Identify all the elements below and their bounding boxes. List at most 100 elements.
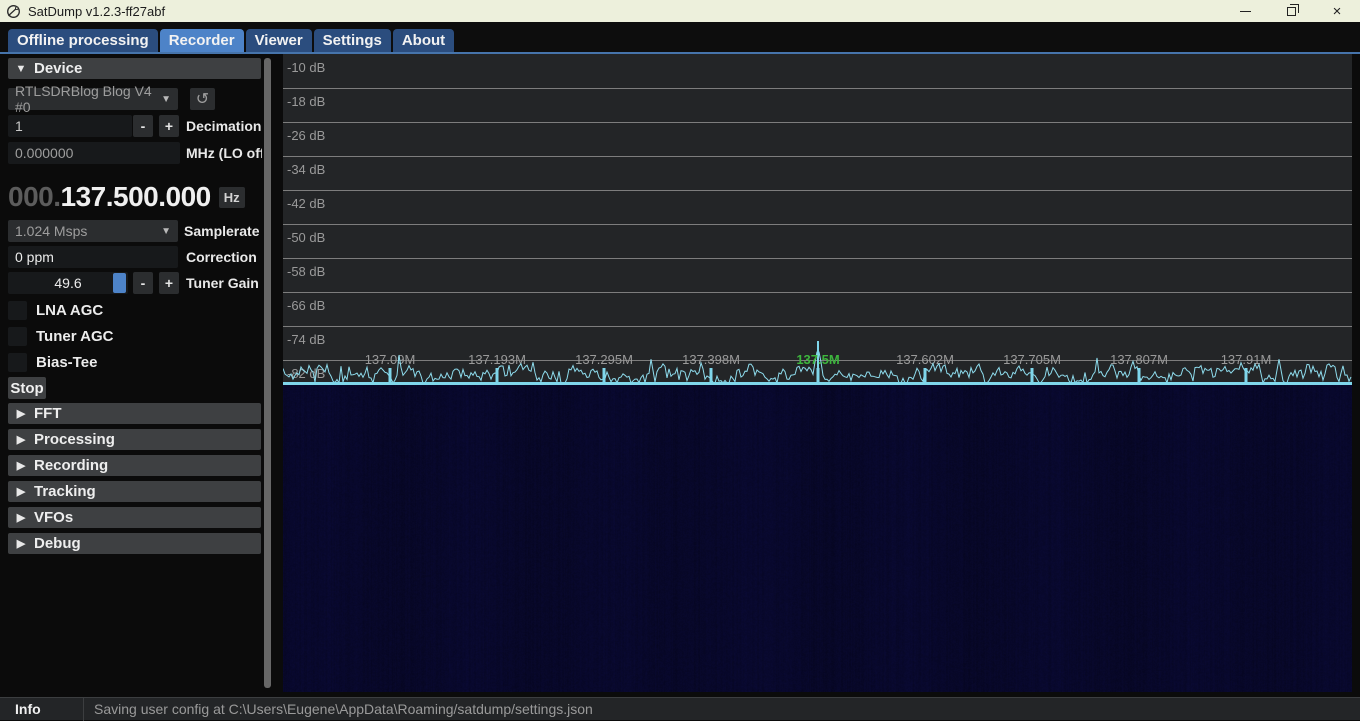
section-header-device[interactable]: ▼ Device: [8, 58, 261, 79]
db-axis-label: -26 dB: [287, 128, 326, 143]
db-axis-label: -10 dB: [287, 60, 326, 75]
maximize-icon: [1286, 3, 1299, 16]
frequency-display[interactable]: 000. 137.500.000 Hz: [8, 176, 245, 218]
tab-offline-processing[interactable]: Offline processing: [8, 29, 158, 52]
tab-recorder[interactable]: Recorder: [159, 29, 244, 52]
gridline: [283, 122, 1352, 123]
plus-icon: +: [164, 118, 174, 134]
decimation-increase-button[interactable]: +: [159, 115, 179, 137]
frequency-tick: [388, 368, 392, 385]
sidebar-scrollbar[interactable]: [264, 58, 271, 688]
plus-icon: +: [164, 275, 174, 291]
section-label: Recording: [34, 457, 109, 474]
chevron-right-icon: ▶: [16, 512, 26, 524]
section-header-processing[interactable]: ▶ Processing: [8, 429, 261, 450]
close-button[interactable]: ×: [1314, 0, 1360, 22]
section-label: FFT: [34, 405, 62, 422]
db-axis-label: -42 dB: [287, 196, 326, 211]
tuner-gain-increase-button[interactable]: +: [159, 272, 179, 294]
window-title: SatDump v1.2.3-ff27abf: [28, 3, 166, 19]
frequency-tick: [1030, 368, 1034, 385]
correction-input[interactable]: 0 ppm: [8, 246, 178, 268]
section-label: Device: [34, 60, 83, 77]
checkbox-icon[interactable]: [8, 300, 27, 320]
gridline: [283, 258, 1352, 259]
status-level-badge: Info: [15, 701, 41, 717]
section-header-fft[interactable]: ▶ FFT: [8, 403, 261, 424]
checkbox-label: Bias-Tee: [36, 353, 98, 371]
decimation-decrease-button[interactable]: -: [133, 115, 153, 137]
frequency-axis-label: 137.193M: [468, 352, 526, 367]
recorder-sidebar: ▼ Device RTLSDRBlog Blog V4 #0 ▼ ↺ 1 - +…: [0, 54, 262, 697]
checkbox-row-tuner-agc[interactable]: Tuner AGC: [8, 326, 114, 346]
lo-offset-input[interactable]: 0.000000: [8, 142, 180, 164]
chevron-down-icon: ▼: [161, 225, 171, 237]
refresh-devices-button[interactable]: ↺: [190, 88, 215, 110]
db-axis-label: -18 dB: [287, 94, 326, 109]
tab-underline: [0, 52, 1360, 54]
fft-spectrum-trace: [283, 341, 1352, 385]
lo-offset-label: MHz (LO offset): [186, 145, 262, 161]
section-header-recording[interactable]: ▶ Recording: [8, 455, 261, 476]
correction-label: Correction: [186, 249, 257, 265]
tuner-gain-handle[interactable]: [113, 273, 126, 293]
checkbox-icon[interactable]: [8, 326, 27, 346]
section-header-vfos[interactable]: ▶ VFOs: [8, 507, 261, 528]
decimation-value: 1: [15, 118, 23, 134]
frequency-leading-zeros: 000.: [8, 181, 61, 212]
checkbox-icon[interactable]: [8, 352, 27, 372]
refresh-icon: ↺: [195, 91, 210, 108]
checkbox-label: LNA AGC: [36, 301, 104, 319]
status-message: Saving user config at C:\Users\Eugene\Ap…: [94, 701, 593, 717]
minus-icon: -: [140, 275, 146, 291]
samplerate-select[interactable]: 1.024 Msps ▼: [8, 220, 178, 242]
chevron-right-icon: ▶: [16, 408, 26, 420]
tab-viewer[interactable]: Viewer: [245, 29, 312, 52]
fft-spectrum-display[interactable]: -10 dB -18 dB -26 dB -34 dB -42 dB -50 dB -58 …: [283, 54, 1352, 385]
checkbox-row-lna-agc[interactable]: LNA AGC: [8, 300, 103, 320]
gridline: [283, 156, 1352, 157]
center-frequency-label: 137.5M: [796, 352, 840, 367]
waterfall-display: [283, 385, 1352, 692]
chevron-right-icon: ▶: [16, 460, 26, 472]
minus-icon: -: [140, 118, 146, 134]
frequency-tick: [495, 368, 499, 385]
db-axis-label: -74 dB: [287, 332, 326, 347]
samplerate-label: Samplerate: [184, 223, 260, 239]
section-header-debug[interactable]: ▶ Debug: [8, 533, 261, 554]
section-label: Tracking: [34, 483, 96, 500]
frequency-axis-label: 137.807M: [1110, 352, 1168, 367]
minimize-icon: [1239, 10, 1251, 12]
tab-strip: Offline processing Recorder Viewer Settings…: [8, 29, 456, 52]
frequency-axis-label: 137.602M: [896, 352, 954, 367]
maximize-button[interactable]: [1268, 0, 1314, 22]
device-source-select[interactable]: RTLSDRBlog Blog V4 #0 ▼: [8, 83, 178, 115]
stop-button[interactable]: Stop: [8, 377, 46, 399]
frequency-unit-badge: Hz: [218, 186, 245, 208]
frequency-tick: [1244, 368, 1248, 385]
chevron-right-icon: ▶: [16, 434, 26, 446]
db-axis-label: -34 dB: [287, 162, 326, 177]
frequency-tick: [1137, 368, 1141, 385]
chevron-down-icon: ▼: [161, 93, 171, 105]
tuner-gain-slider[interactable]: 49.6: [8, 272, 128, 294]
section-header-tracking[interactable]: ▶ Tracking: [8, 481, 261, 502]
decimation-input[interactable]: 1: [8, 115, 132, 137]
minimize-button[interactable]: [1222, 0, 1268, 22]
correction-value: 0 ppm: [15, 249, 54, 265]
section-label: VFOs: [34, 509, 74, 526]
tab-about[interactable]: About: [392, 29, 455, 52]
db-axis-label: -58 dB: [287, 264, 326, 279]
frequency-axis-label: 137.09M: [364, 352, 416, 367]
tab-settings[interactable]: Settings: [313, 29, 391, 52]
lo-offset-value: 0.000000: [15, 145, 74, 161]
checkbox-row-bias-tee[interactable]: Bias-Tee: [8, 352, 97, 372]
tuner-gain-decrease-button[interactable]: -: [133, 272, 153, 294]
frequency-axis-label: 137.91M: [1220, 352, 1272, 367]
close-icon: ×: [1332, 2, 1342, 20]
frequency-tick: [923, 368, 927, 385]
tuner-gain-value: 49.6: [54, 275, 82, 291]
chevron-down-icon: ▼: [15, 62, 27, 75]
samplerate-value: 1.024 Msps: [15, 223, 88, 239]
frequency-value: 137.500.000: [60, 181, 212, 212]
